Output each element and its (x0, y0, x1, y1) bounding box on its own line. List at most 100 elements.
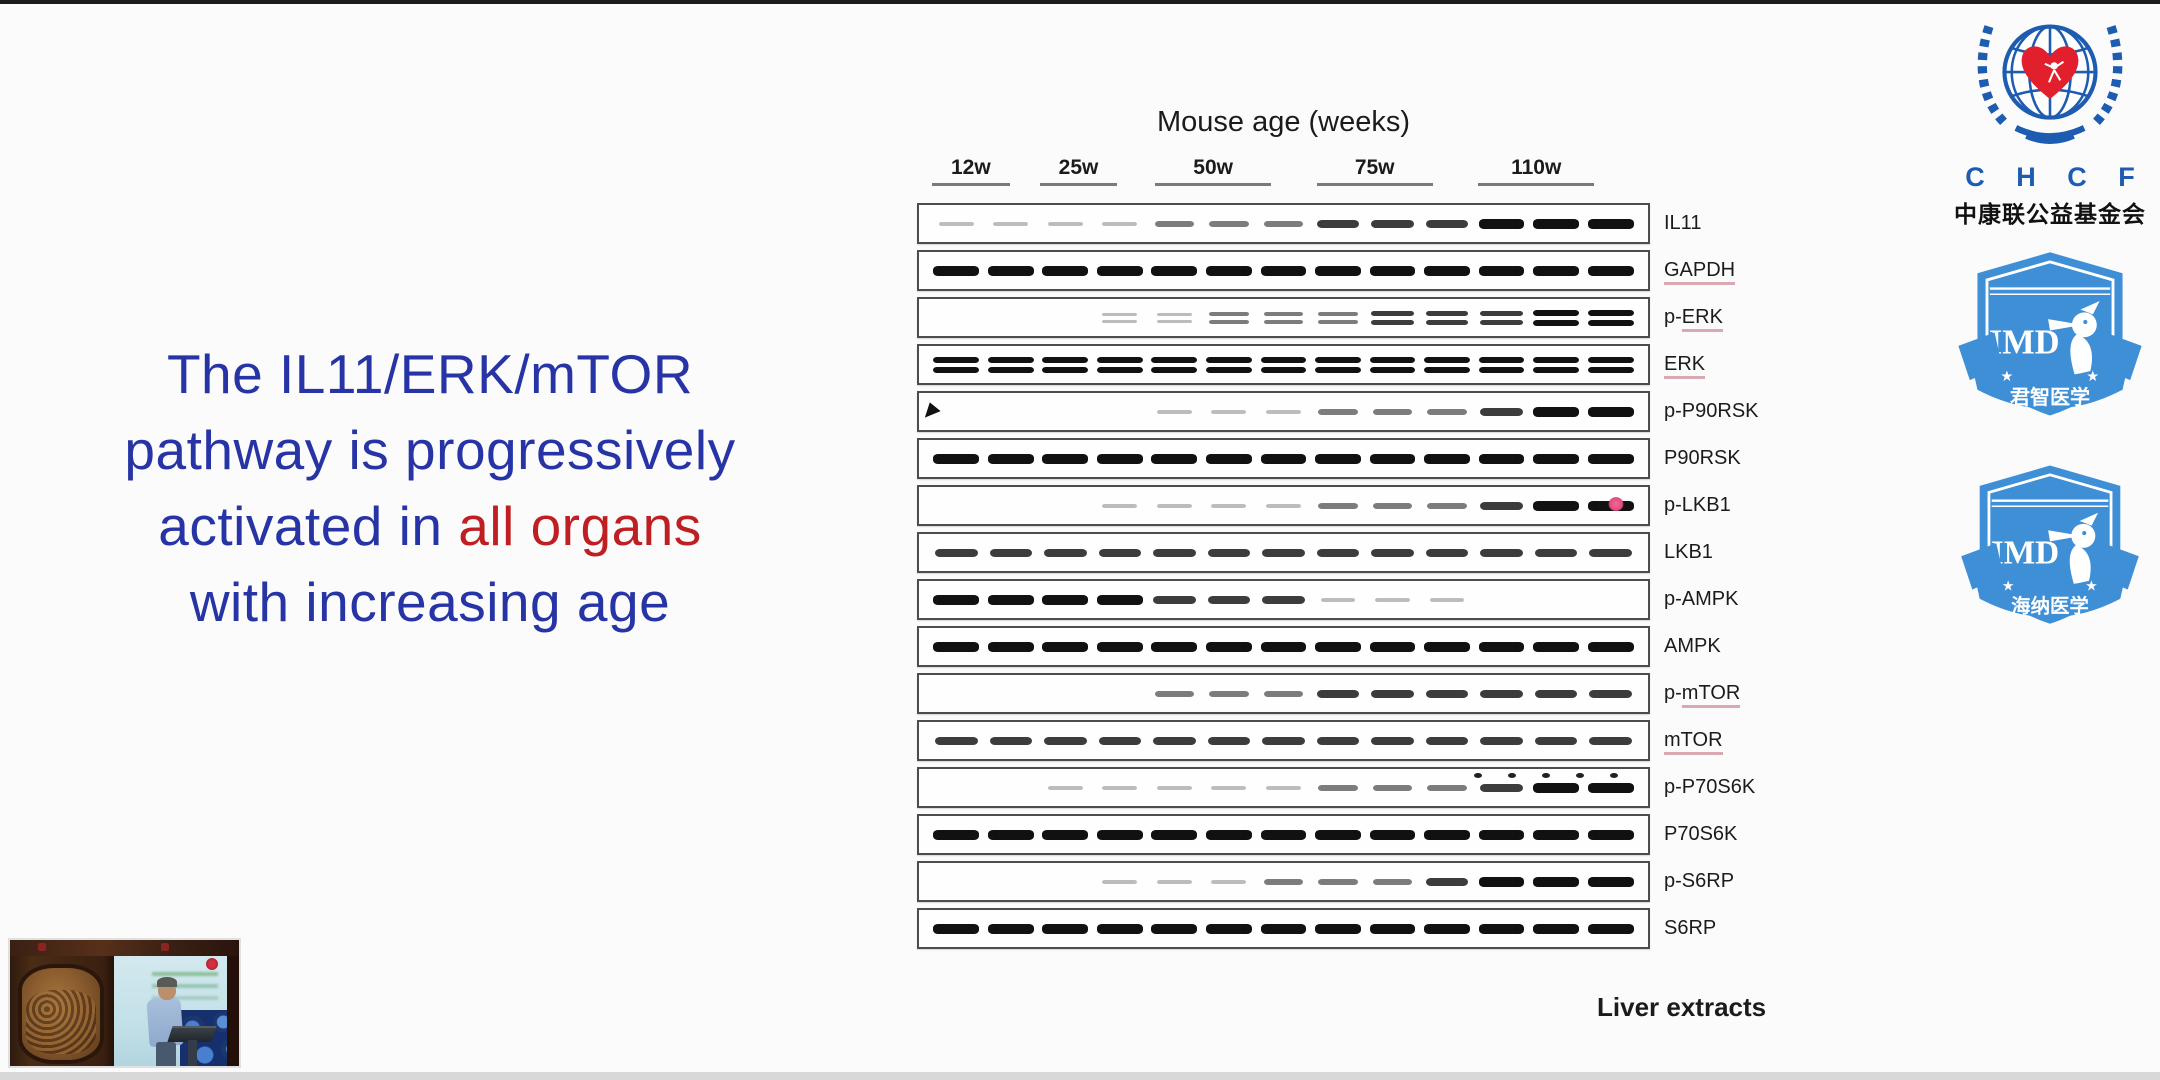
blot-lane (1420, 722, 1475, 759)
speaker-hair (157, 977, 177, 987)
blot-band (1587, 453, 1634, 464)
blot-lane (1202, 910, 1257, 947)
blot-band (1206, 356, 1252, 363)
blot-lane (1529, 769, 1584, 806)
blot-lane (929, 346, 984, 383)
blot-band (1096, 829, 1143, 840)
blot-lane (1256, 205, 1311, 242)
blot-lane (1256, 581, 1311, 618)
blot-panel (917, 908, 1650, 949)
blot-band (987, 923, 1034, 934)
blot-lane (1038, 487, 1093, 524)
blot-lane (1147, 393, 1202, 430)
blot-band (1480, 310, 1523, 316)
blot-band (1209, 319, 1249, 324)
blot-band (1533, 641, 1579, 652)
blot-lane (1202, 769, 1257, 806)
headline: The IL11/ERK/mTOR pathway is progressivel… (30, 336, 830, 640)
blot-lane (1583, 252, 1638, 289)
blot-band (1263, 220, 1304, 227)
ribbon-banner (1969, 355, 2131, 409)
blot-band (1263, 690, 1304, 697)
blot-panels: IL11 GAPDH p-ERK ERK p-P90RSK P90RSK p-LKB1 LKB… (917, 203, 1759, 955)
blot-lane (1474, 769, 1529, 806)
blot-band (1371, 310, 1414, 316)
blot-row-label: p-S6RP (1664, 870, 1734, 893)
blot-band (1266, 503, 1301, 508)
blot-lane (1365, 769, 1420, 806)
blot-band (1480, 548, 1523, 557)
blot-lane (1038, 205, 1093, 242)
age-header: 12w 25w 50w 75w 110w (917, 156, 1617, 186)
blot-band (1096, 641, 1143, 652)
imd-badge-junzhi: IMD ★ ★ 君智医学 (1958, 252, 2142, 416)
blot-lane (1311, 863, 1366, 900)
blot-lane (1365, 863, 1420, 900)
blot-band (1263, 311, 1304, 316)
blot-band (1209, 220, 1249, 227)
blot-lane (1202, 816, 1257, 853)
blot-band (1369, 356, 1416, 363)
blot-lane (1474, 205, 1529, 242)
blot-lane (984, 910, 1039, 947)
blot-lane (1420, 299, 1475, 336)
blot-band (1425, 310, 1469, 316)
blot-band (1478, 876, 1525, 887)
blot-band (1315, 829, 1361, 840)
blot-lane (1202, 863, 1257, 900)
speaker-video-thumbnail[interactable] (8, 938, 241, 1068)
imd-banner-text: 海纳医学 (2011, 595, 2089, 618)
blot-lane (1093, 816, 1148, 853)
blot-row: P70S6K (917, 814, 1759, 855)
blot-band (989, 548, 1033, 557)
blot-band (1096, 594, 1143, 605)
blot-lane (1420, 910, 1475, 947)
blot-band (1427, 784, 1467, 791)
blot-band (1207, 595, 1251, 604)
blot-band (1315, 356, 1361, 363)
speck (1542, 773, 1550, 778)
blot-band (1533, 406, 1579, 417)
blot-band (1315, 923, 1361, 934)
blot-lane (1038, 252, 1093, 289)
ribbon-banner (1972, 565, 2128, 618)
blot-lane (984, 581, 1039, 618)
blot-lane (1202, 722, 1257, 759)
blot-band (1369, 265, 1416, 276)
blot-band (1424, 641, 1470, 652)
blot-band (933, 594, 980, 605)
blot-lane (1147, 534, 1202, 571)
blot-row: p-P70S6K (917, 767, 1759, 808)
blot-lane (1583, 205, 1638, 242)
blot-lane (1311, 393, 1366, 430)
blot-band (1096, 453, 1143, 464)
blot-band (987, 356, 1034, 363)
blot-lane (1202, 487, 1257, 524)
blot-band (1154, 220, 1195, 227)
blot-lane (1365, 487, 1420, 524)
blot-band (1151, 356, 1198, 363)
blot-band (1315, 366, 1361, 373)
wood-shelf (10, 940, 239, 956)
blot-band (1206, 366, 1252, 373)
blot-band (1096, 265, 1143, 276)
label-underlined: GAPDH (1664, 259, 1736, 285)
blot-band (1315, 265, 1361, 276)
label-plain: AMPK (1664, 635, 1721, 657)
blot-lane (1147, 252, 1202, 289)
blot-band (1371, 736, 1414, 745)
label-plain: S6RP (1664, 917, 1717, 939)
blot-lane (1529, 487, 1584, 524)
wreath-base2 (2025, 133, 2075, 144)
blot-lane (1529, 581, 1584, 618)
blot-lane (1093, 910, 1148, 947)
blot-band (1372, 784, 1413, 791)
blot-band (1156, 409, 1192, 414)
blot-band (987, 594, 1034, 605)
blot-band (993, 221, 1029, 226)
blot-band (1369, 641, 1416, 652)
blot-band (1587, 319, 1634, 326)
blot-row: p-S6RP (917, 861, 1759, 902)
blot-band (1151, 453, 1198, 464)
blot-lane (1311, 534, 1366, 571)
